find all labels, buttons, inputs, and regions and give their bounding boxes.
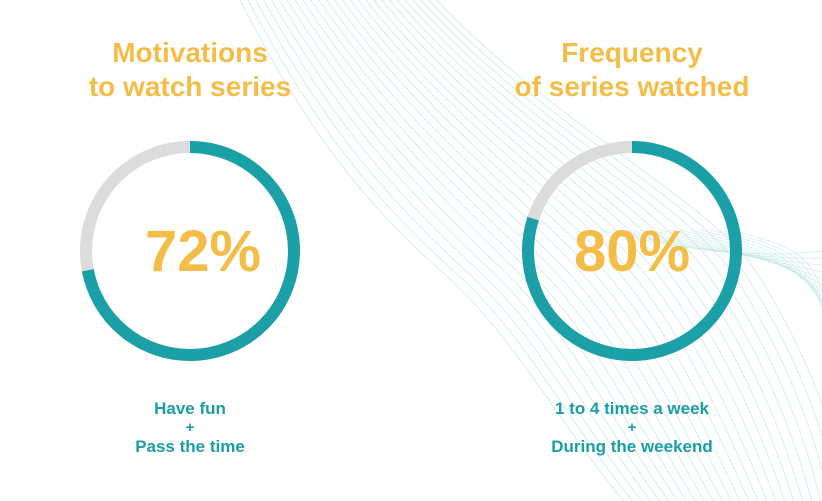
title-line-2: of series watched bbox=[514, 71, 750, 102]
donut-ring bbox=[522, 141, 742, 361]
chart-caption: Have fun + Pass the time bbox=[0, 398, 380, 457]
donut-gauge: 72% bbox=[76, 137, 304, 365]
chart-title: Frequency of series watched bbox=[442, 36, 822, 104]
title-line-2: to watch series bbox=[88, 71, 292, 102]
caption-line-1: 1 to 4 times a week bbox=[554, 399, 710, 418]
motivations-panel: Motivations to watch series 72% Have fun… bbox=[0, 0, 380, 501]
ring-value-arc bbox=[80, 141, 300, 361]
percentage-label: 72% bbox=[144, 219, 262, 284]
title-line-1: Motivations bbox=[112, 37, 268, 68]
frequency-panel: Frequency of series watched 80% 1 to 4 t… bbox=[442, 0, 822, 501]
ring-value-arc bbox=[522, 141, 742, 361]
caption-line-1: Have fun bbox=[154, 399, 226, 418]
caption-plus: + bbox=[185, 419, 195, 436]
percentage-label: 80% bbox=[573, 219, 691, 284]
caption-plus: + bbox=[627, 419, 637, 436]
donut-ring bbox=[80, 141, 300, 361]
caption-line-2: During the weekend bbox=[551, 437, 713, 456]
chart-title: Motivations to watch series bbox=[0, 36, 380, 104]
title-line-1: Frequency bbox=[561, 37, 703, 68]
chart-caption: 1 to 4 times a week + During the weekend bbox=[442, 398, 822, 457]
caption-line-2: Pass the time bbox=[135, 437, 245, 456]
donut-gauge: 80% bbox=[518, 137, 746, 365]
